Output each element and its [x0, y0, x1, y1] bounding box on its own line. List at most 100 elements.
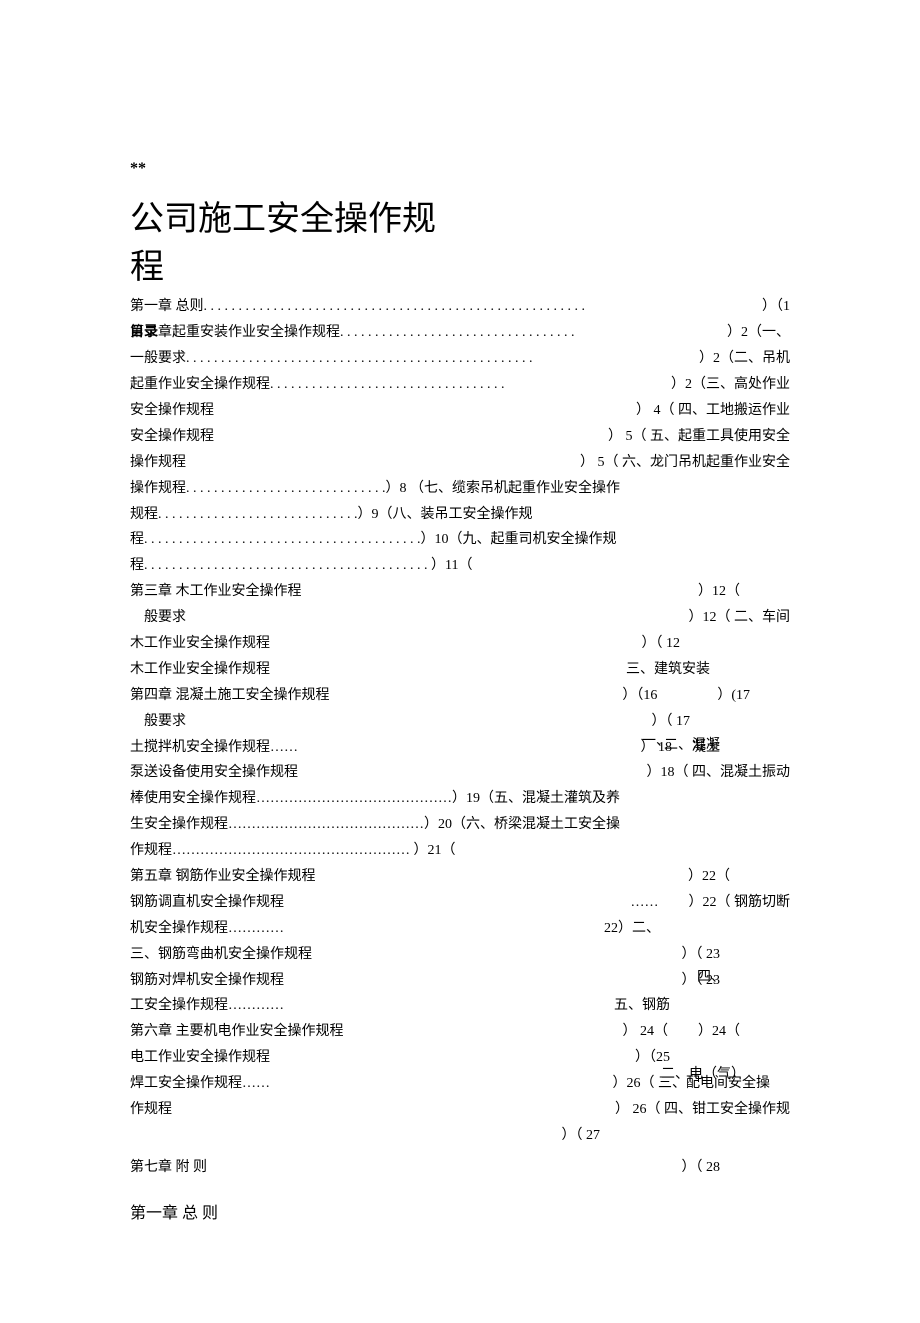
toc-row: 焊工安全操作规程…… ）26（ 三、 二、电（气） 配电间安全操 [130, 1071, 790, 1097]
toc-page: ） 5（ 五、起重工具使用安全 [608, 424, 790, 450]
toc-text: 三、钢筋弯曲机安全操作规程 [130, 942, 312, 968]
toc-row: 般要求 ）12（ 二、车间 [130, 605, 790, 631]
toc-spacer [298, 760, 647, 786]
toc-spacer [533, 502, 791, 528]
toc-text: 土搅拌机安全操作规程…… [130, 735, 298, 761]
toc-text: 机安全操作规程………… [130, 916, 284, 942]
toc-row: 土搅拌机安全操作规程…… ） 18 一、 二、混凝 凝土 [130, 735, 790, 761]
toc-row: 第四章 混凝土施工安全操作规程 ）（16 ）(17 [130, 683, 790, 709]
toc-text: 钢筋调直机安全操作规程 [130, 890, 284, 916]
toc-text: 木工作业安全操作规程 [130, 657, 270, 683]
toc-row: 安全操作规程 ） 5（ 五、起重工具使用安全 [130, 424, 790, 450]
toc-dots: . . . . . . . . . . . . . . . . . . . . … [186, 346, 699, 372]
toc-page: ）19（五、混凝土灌筑及养 [452, 786, 620, 812]
toc-dots: . . . . . . . . . . . . . . . . . . . . … [186, 476, 386, 502]
toc-row: 钢筋调直机安全操作规程 …… ）22（ 钢筋切断 [130, 890, 790, 916]
toc-page: ）(17 [717, 683, 790, 709]
toc-page: ）12（ [698, 579, 790, 605]
chapter-1-heading: 第一章 总 则 [130, 1199, 790, 1223]
toc-text: 第三章 木工作业安全操作程 [130, 579, 302, 605]
toc-dots: . . . . . . . . . . . . . . . . . . . . … [144, 553, 472, 579]
toc-row: 木工作业安全操作规程 ）（ 12 [130, 631, 790, 657]
toc-row: 三、钢筋弯曲机安全操作规程 ）（ 23 [130, 942, 790, 968]
toc-text: 第一章 总则 [130, 294, 204, 320]
toc-page: ）（ 28 [682, 1155, 791, 1181]
toc-row: 第三章 木工作业安全操作程 ）12（ [130, 579, 790, 605]
toc-page: ）8 （七、缆索吊机起重作业安全操作 [386, 476, 621, 502]
header-asterisks: ** [130, 160, 790, 178]
toc-text: 棒使用安全操作规程 [130, 786, 256, 812]
toc-row: 安全操作规程 ） 4（ 四、工地搬运作业 [130, 398, 790, 424]
toc-text: 安全操作规程 [130, 424, 214, 450]
toc-page: ）22（ [688, 864, 790, 890]
toc-spacer [620, 476, 790, 502]
toc-spacer [270, 657, 626, 683]
toc-spacer [130, 1123, 562, 1149]
toc-row: 程 . . . . . . . . . . . . . . . . . . . … [130, 553, 790, 579]
toc-spacer [186, 605, 689, 631]
document-page: ** 公司施工安全操作规 程 第一章 总则 . . . . . . . . . … [0, 0, 920, 1323]
toc-text: 操作规程 [130, 450, 186, 476]
toc-row: 目录 第二章 起重安装作业安全操作规程 . . . . . . . . . . … [130, 320, 790, 346]
toc-page: ） 5（ 六、龙门吊机起重作业安全 [580, 450, 790, 476]
toc-spacer [214, 424, 608, 450]
toc-row: 规程 . . . . . . . . . . . . . . . . . . .… [130, 502, 790, 528]
table-of-contents: 第一章 总则 . . . . . . . . . . . . . . . . .… [130, 294, 790, 1180]
toc-spacer [186, 709, 652, 735]
toc-page: ）2（一、 [727, 320, 790, 346]
toc-page: ）10（九、起重司机安全操作规 [421, 527, 617, 553]
toc-spacer [316, 864, 689, 890]
toc-text: 程 [130, 527, 144, 553]
toc-page: ）（ 27 [562, 1123, 791, 1149]
toc-spacer [186, 450, 580, 476]
toc-row: 一般要求 . . . . . . . . . . . . . . . . . .… [130, 346, 790, 372]
toc-row: 作规程 …………………………………………… ）21（ [130, 838, 790, 864]
toc-page: ）（ 17 [652, 709, 791, 735]
toc-dots: . . . . . . . . . . . . . . . . . . . . … [204, 294, 763, 320]
toc-spacer [270, 631, 642, 657]
toc-page: ）（ 12 [642, 631, 791, 657]
toc-text: 生安全操作规程 [130, 812, 228, 838]
toc-page: 22）二、 [604, 916, 790, 942]
toc-row: 机安全操作规程………… 22）二、 [130, 916, 790, 942]
toc-row: ）（ 27 [130, 1123, 790, 1149]
toc-page: ） 26（ 四、钳工安全操作规 [615, 1097, 790, 1123]
toc-row: 程 . . . . . . . . . . . . . . . . . . . … [130, 527, 790, 553]
toc-spacer [330, 683, 623, 709]
toc-dots: . . . . . . . . . . . . . . . . . . . . … [144, 527, 421, 553]
toc-text: 钢筋对焊机安全操作规程 [130, 968, 284, 994]
toc-overlap-text: 目录 [130, 320, 158, 346]
toc-page: ）22（ 钢筋切断 [689, 890, 791, 916]
toc-row: 木工作业安全操作规程 三、建筑安装 [130, 657, 790, 683]
toc-overlap-text: 二、混凝 [664, 733, 720, 759]
toc-row: 操作规程 ） 5（ 六、龙门吊机起重作业安全 [130, 450, 790, 476]
toc-text: 安全操作规程 [130, 398, 214, 424]
toc-text: 泵送设备使用安全操作规程 [130, 760, 298, 786]
toc-dots: …………………………………………… ）21（ [172, 838, 456, 864]
toc-spacer [270, 1045, 635, 1071]
toc-spacer [214, 398, 636, 424]
toc-spacer [456, 838, 791, 864]
toc-text: 第五章 钢筋作业安全操作规程 [130, 864, 316, 890]
toc-page: ） 4（ 四、工地搬运作业 [636, 398, 790, 424]
toc-page: ）18（ 四、混凝土振动 [647, 760, 791, 786]
toc-text: 第四章 混凝土施工安全操作规程 [130, 683, 330, 709]
toc-dots: …………………………………… [228, 812, 424, 838]
toc-spacer [620, 812, 790, 838]
toc-page: ）20（六、桥梁混凝土工安全操 [424, 812, 620, 838]
toc-text: 起重作业安全操作规程 [130, 372, 270, 398]
toc-spacer [270, 1071, 613, 1097]
toc-row: 第一章 总则 . . . . . . . . . . . . . . . . .… [130, 294, 790, 320]
toc-page: 三、建筑安装 [626, 657, 790, 683]
toc-spacer [620, 786, 790, 812]
toc-text: 电工作业安全操作规程 [130, 1045, 270, 1071]
toc-page: ）2（二、吊机 [699, 346, 790, 372]
toc-spacer [344, 1019, 623, 1045]
toc-row: 第七章 附 则 ）（ 28 [130, 1155, 790, 1181]
toc-dots: . . . . . . . . . . . . . . . . . . . . … [340, 320, 727, 346]
toc-page: ）9（八、装吊工安全操作规 [358, 502, 533, 528]
toc-row: 般要求 ）（ 17 [130, 709, 790, 735]
toc-text: 木工作业安全操作规程 [130, 631, 270, 657]
toc-text: 第六章 主要机电作业安全操作规程 [130, 1019, 344, 1045]
toc-page: ）（1 [762, 294, 790, 320]
